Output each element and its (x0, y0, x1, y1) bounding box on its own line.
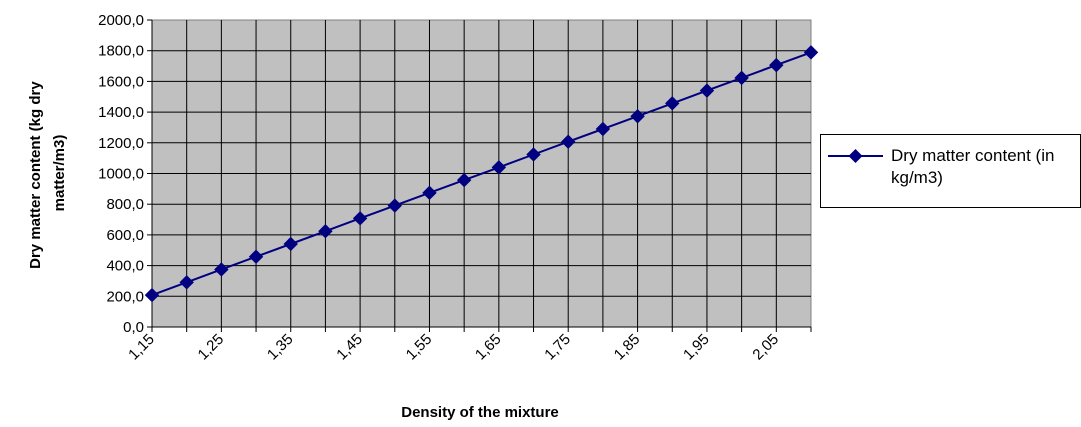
y-axis-title-line2: matter/m3) (51, 135, 68, 212)
x-tick-label: 1,75 (541, 331, 574, 364)
y-tick-label: 600,0 (106, 227, 144, 244)
y-tick-labels: 0,0 200,0 400,0 600,0 800,0 1000,0 1200,0 1400,… (98, 12, 144, 336)
x-tick-label: 1,85 (611, 331, 644, 364)
y-tick-label: 1600,0 (98, 73, 144, 90)
y-tick-label: 800,0 (106, 196, 144, 213)
x-tick-labels: 1,15 1,25 1,35 1,45 1,55 1,65 1,75 1,85 1,95 2,05 (125, 331, 782, 364)
y-tick-label: 1400,0 (98, 104, 144, 121)
data-point (422, 185, 437, 201)
data-point (699, 83, 715, 98)
legend: Dry matter content (in kg/m3) (820, 134, 1081, 208)
data-point (803, 45, 819, 60)
data-point (387, 198, 402, 213)
data-point (561, 134, 576, 149)
data-point (283, 236, 298, 252)
y-tick-label: 0,0 (123, 319, 144, 336)
x-tick-label: 1,45 (333, 331, 366, 364)
legend-series-label: Dry matter content (in kg/m3) (891, 146, 1055, 187)
data-point (179, 275, 194, 290)
y-tick-label: 400,0 (106, 258, 144, 275)
y-axis-title-line1: Dry matter content (kg dry (27, 81, 44, 269)
x-tick-label: 1,25 (195, 331, 228, 364)
x-tick-label: 1,95 (680, 331, 713, 364)
data-point (456, 172, 472, 188)
data-point (144, 287, 160, 303)
data-point (214, 262, 229, 277)
y-tick-label: 200,0 (106, 288, 144, 305)
series-line (151, 51, 812, 297)
y-axis-title: Dry matter content (kg dry matter/m3) (27, 77, 68, 269)
data-point (665, 96, 680, 111)
data-point (526, 147, 541, 162)
x-tick-label: 1,35 (264, 331, 297, 364)
series-group (144, 45, 819, 303)
x-tick-label: 2,05 (749, 331, 782, 364)
data-point (595, 121, 611, 137)
data-point (491, 160, 507, 175)
y-tick-label: 1000,0 (98, 166, 144, 183)
y-tick-label: 1800,0 (98, 43, 144, 60)
legend-series-swatch (828, 149, 883, 163)
data-point (352, 211, 368, 226)
axes (147, 19, 812, 332)
data-point (318, 224, 333, 239)
data-point (734, 70, 749, 86)
x-tick-label: 1,55 (403, 331, 436, 364)
data-point (769, 57, 784, 73)
y-tick-label: 2000,0 (98, 12, 144, 29)
x-tick-label: 1,65 (472, 331, 505, 364)
y-tick-label: 1200,0 (98, 135, 144, 152)
data-point (630, 109, 645, 124)
data-point (248, 249, 264, 264)
x-axis-title: Density of the mixture (401, 404, 559, 421)
